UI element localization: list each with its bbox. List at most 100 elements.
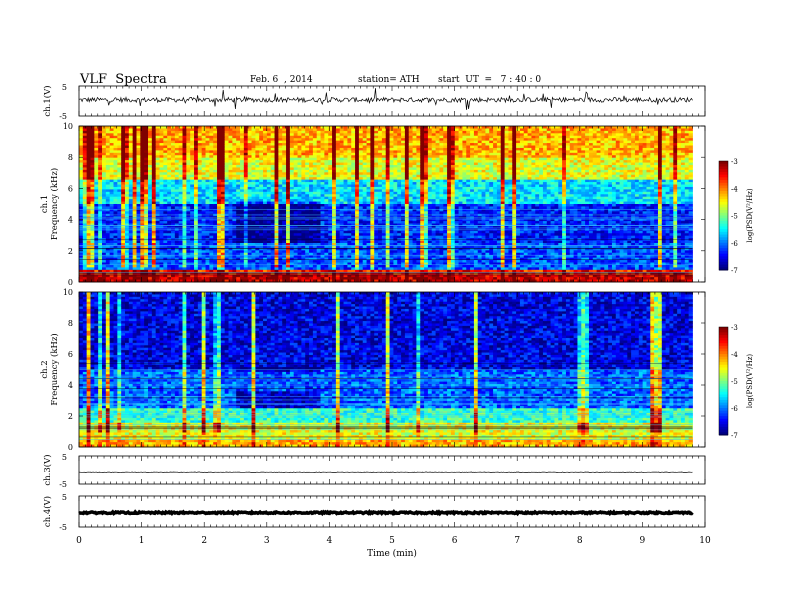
spectrogram-cell [301, 274, 306, 278]
spectrogram-cell [178, 182, 183, 185]
spectrogram-cell [171, 179, 176, 183]
spectrogram-cell [251, 240, 256, 244]
spectrogram-cell [255, 138, 260, 142]
spectrogram-cell [224, 150, 229, 154]
spectrogram-cell [121, 189, 126, 193]
spectrogram-cell [343, 255, 348, 259]
spectrogram-cell [347, 191, 352, 195]
spectrogram-cell [109, 150, 114, 154]
spectrogram-cell [136, 206, 141, 210]
spectrogram-cell [167, 235, 172, 239]
spectrogram-cell [86, 128, 91, 132]
spectrogram-cell [240, 211, 245, 215]
spectrogram-cell [117, 279, 122, 283]
spectrogram-cell [274, 165, 279, 168]
spectrogram-cell [197, 155, 203, 159]
spectrogram-cell [286, 201, 291, 205]
spectrogram-cell [90, 165, 95, 168]
spectrogram-cell [232, 133, 237, 137]
spectrogram-cell [182, 128, 187, 132]
spectrogram-cell [217, 177, 222, 181]
spectrogram-cell [102, 267, 107, 271]
spectrogram-cell [289, 277, 295, 280]
spectrogram-cell [132, 157, 137, 161]
spectrogram-cell [140, 267, 145, 271]
spectrogram-cell [190, 196, 195, 200]
spectrogram-cell [102, 128, 107, 132]
spectrogram-cell [312, 247, 318, 251]
spectrogram-cell [305, 177, 310, 181]
spectrogram-cell [79, 218, 84, 222]
spectrogram-cell [163, 245, 168, 249]
spectrogram-cell [297, 247, 302, 251]
spectrogram-cell [263, 194, 268, 198]
spectrogram-cell [236, 230, 241, 234]
spectrogram-cell [155, 174, 160, 178]
spectrogram-cell [209, 267, 214, 271]
spectrogram-cell [274, 233, 279, 237]
spectrogram-cell [155, 186, 160, 190]
spectrogram-cell [251, 208, 256, 212]
spectrogram-cell [251, 130, 256, 134]
spectrogram-cell [263, 138, 268, 142]
spectrogram-cell [151, 135, 157, 139]
spectrogram-cell [171, 252, 176, 256]
spectrogram-cell [213, 167, 218, 171]
spectrogram-cell [362, 225, 367, 229]
spectrogram-cell [240, 169, 245, 173]
spectrogram-cell [236, 245, 241, 249]
spectrogram-cell [197, 274, 203, 278]
spectrogram-cell [132, 204, 137, 207]
spectrogram-cell [236, 152, 241, 156]
spectrogram-cell [240, 245, 245, 249]
spectrogram-cell [347, 225, 352, 229]
spectrogram-cell [82, 177, 88, 181]
spectrogram-cell [159, 179, 164, 183]
spectrogram-cell [278, 199, 283, 202]
spectrogram-cell [151, 169, 157, 173]
spectrogram-cell [343, 272, 348, 276]
spectrogram-cell [305, 172, 310, 176]
spectrogram-cell [117, 211, 122, 215]
spectrogram-cell [113, 267, 118, 271]
spectrogram-cell [240, 143, 245, 146]
spectrogram-cell [209, 135, 214, 139]
spectrogram-cell [190, 152, 195, 156]
spectrogram-cell [332, 145, 337, 149]
spectrogram-cell [148, 230, 153, 234]
spectrogram-cell [286, 189, 291, 193]
spectrogram-cell [309, 277, 314, 280]
spectrogram-cell [259, 157, 264, 161]
spectrogram-cell [155, 155, 160, 159]
spectrogram-cell [167, 186, 172, 190]
spectrogram-cell [278, 223, 283, 227]
spectrogram-cell [251, 272, 256, 276]
spectrogram-cell [355, 279, 360, 283]
spectrogram-cell [205, 130, 210, 134]
spectrogram-cell [343, 182, 348, 185]
spectrogram-cell [286, 252, 291, 256]
spectrogram-cell [316, 267, 321, 271]
spectrogram-cell [220, 135, 226, 139]
spectrogram-cell [228, 133, 233, 137]
spectrogram-cell [194, 177, 199, 181]
spectrogram-cell [266, 218, 272, 222]
spectrogram-cell [148, 160, 153, 163]
spectrogram-cell [178, 165, 183, 168]
spectrogram-cell [259, 272, 264, 276]
spectrogram-cell [232, 201, 237, 205]
spectrogram-cell [102, 157, 107, 161]
spectrogram-cell [105, 250, 111, 254]
spectrogram-cell [339, 174, 344, 178]
spectrogram-cell [351, 255, 356, 259]
spectrogram-cell [171, 204, 176, 207]
spectrogram-cell [197, 145, 203, 149]
spectrogram-cell [309, 201, 314, 205]
spectrogram-cell [105, 243, 111, 246]
spectrogram-cell [259, 211, 264, 215]
spectrogram-cell [86, 208, 91, 212]
spectrogram-cell [128, 182, 134, 185]
spectrogram-cell [125, 150, 130, 154]
spectrogram-cell [194, 211, 199, 215]
spectrogram-cell [90, 138, 95, 142]
